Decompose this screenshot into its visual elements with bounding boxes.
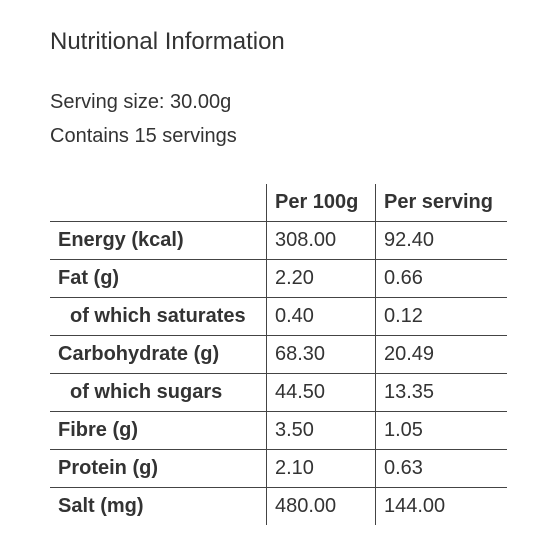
cell-value: 2.20 — [266, 259, 376, 298]
cell-value: 13.35 — [375, 373, 507, 412]
blank-header — [50, 184, 267, 222]
serving-size: Serving size: 30.00g — [50, 91, 232, 113]
cell-value: 2.10 — [266, 449, 376, 488]
cell-value: 144.00 — [375, 487, 507, 525]
row-label: Fibre (g) — [50, 411, 267, 450]
cell-value: 0.63 — [375, 449, 507, 488]
row-label: Carbohydrate (g) — [50, 335, 267, 374]
cell-value: 20.49 — [375, 335, 507, 374]
table-body: Energy (kcal) 308.00 92.40 Fat (g) 2.20 0.66 o… — [50, 221, 507, 525]
row-label: Salt (mg) — [58, 495, 144, 517]
cell-value: 68.30 — [266, 335, 376, 374]
cell-value: 480.00 — [266, 487, 376, 525]
row-label: of which sugars — [50, 373, 267, 412]
cell-value: 0.66 — [375, 259, 507, 298]
title: Nutritional Information — [50, 28, 285, 55]
nutrition-table: Per 100g Per serving Energy (kcal) 308.00… — [50, 184, 507, 525]
table-row: Energy (kcal) 308.00 92.40 — [50, 221, 507, 260]
row-label: of which saturates — [50, 297, 267, 336]
cell-value: 1.05 — [375, 411, 507, 450]
servings: Contains 15 servings — [50, 125, 237, 147]
table-row: of which saturates 0.40 0.12 — [50, 297, 507, 336]
cell-value: 308.00 — [266, 221, 376, 260]
cell-value: 3.50 — [266, 411, 376, 450]
table-row: Carbohydrate (g) 68.30 20.49 — [50, 335, 507, 374]
column-header: Per 100g — [266, 184, 376, 222]
table-row: of which sugars 44.50 13.35 — [50, 373, 507, 412]
cell-value: 0.40 — [266, 297, 376, 336]
cell-value: 92.40 — [375, 221, 507, 260]
header-row: Per 100g Per serving — [50, 184, 507, 222]
row-label: Protein (g) — [50, 449, 267, 488]
column-header: Per serving — [375, 184, 507, 222]
table-row: Salt (mg) 480.00 144.00 — [50, 487, 507, 525]
cell-value: 44.50 — [266, 373, 376, 412]
table-row: Fibre (g) 3.50 1.05 — [50, 411, 507, 450]
cell-value: 0.12 — [375, 297, 507, 336]
row-label: Fat (g) — [50, 259, 267, 298]
table-row: Fat (g) 2.20 0.66 — [50, 259, 507, 298]
table-row: Protein (g) 2.10 0.63 — [50, 449, 507, 488]
row-label: Energy (kcal) — [50, 221, 267, 260]
